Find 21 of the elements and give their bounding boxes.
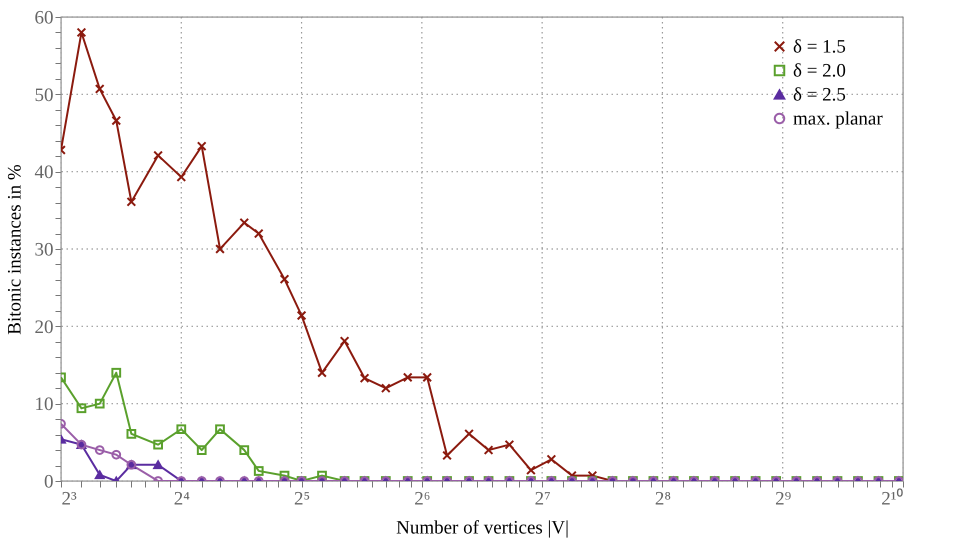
y-axis-title: Bitonic instances in %: [4, 164, 26, 335]
legend-label: max. planar: [793, 108, 884, 130]
x-tick-label: 2⁹: [775, 488, 792, 510]
x-tick-label: 2³: [62, 488, 77, 510]
x-tick-label: 2⁶: [414, 488, 430, 510]
y-tick-label: 10: [34, 394, 54, 416]
legend-label: δ = 1.5: [793, 36, 846, 58]
legend-label: δ = 2.5: [793, 84, 846, 106]
x-tick-label: 2⁸: [654, 488, 671, 510]
y-tick-label: 20: [34, 316, 54, 338]
y-tick-label: 0: [44, 472, 54, 492]
x-axis-title: Number of vertices |V|: [396, 518, 569, 538]
x-tick-label: 2⁷: [534, 488, 551, 510]
y-tick-label: 40: [34, 162, 54, 184]
x-tick-label: 2⁴: [174, 488, 190, 510]
y-tick-label: 30: [34, 240, 54, 260]
y-tick-label: 50: [34, 84, 54, 106]
x-tick-label: 2¹⁰: [881, 488, 904, 510]
legend-label: δ = 2.0: [793, 60, 846, 82]
x-tick-label: 2⁵: [294, 488, 310, 510]
y-tick-label: 60: [34, 8, 54, 28]
